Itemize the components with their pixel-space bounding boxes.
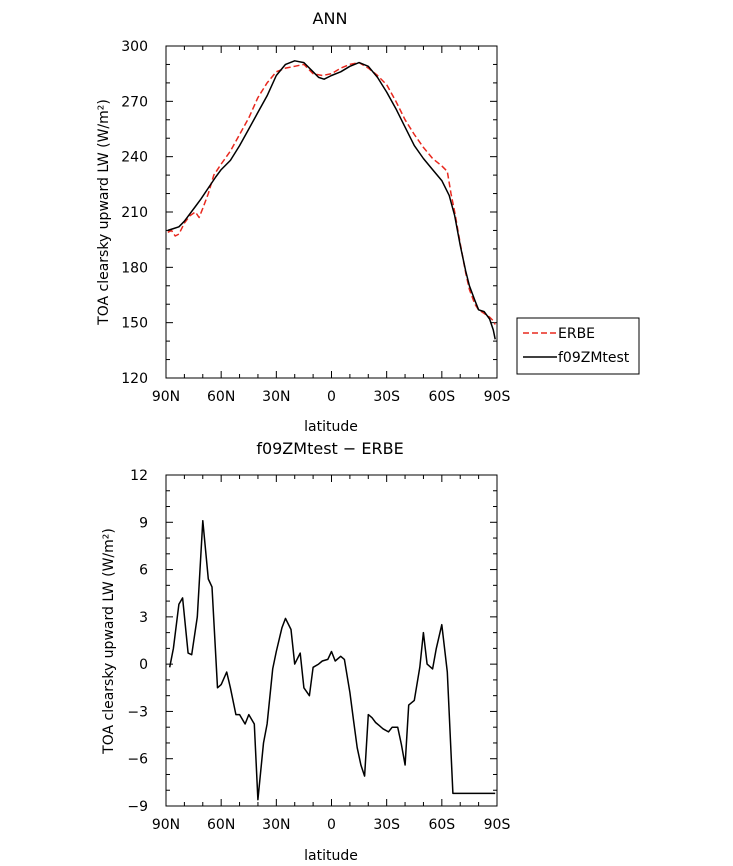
bottom-series [168, 519, 496, 801]
top-x-tick-labels: 90N 60N 30N 0 30S 60S 90S [152, 389, 511, 405]
bottom-x-tick-label: 30S [373, 817, 400, 833]
top-y-tick-label: 120 [121, 371, 148, 387]
top-y-tick-label: 210 [121, 205, 148, 221]
top-x-tick-label: 30S [373, 389, 400, 405]
top-title: ANN [313, 9, 348, 28]
bottom-panel: f09ZMtest − ERBE 90N 60N 30N 0 30S 60S 90S −9−… [101, 439, 510, 864]
top-plot-frame [165, 45, 498, 379]
bottom-x-tick-label: 30N [262, 817, 290, 833]
bottom-y-tick-labels: −9 −6 −3 0 3 6 9 12 [127, 468, 148, 815]
bottom-series-difference-line [168, 519, 496, 801]
top-x-tick-label: 0 [327, 389, 336, 405]
bottom-plot-frame [165, 474, 498, 807]
top-x-axis-label: latitude [304, 419, 358, 435]
top-y-tick-label: 180 [121, 260, 148, 276]
bottom-y-tick-label: 3 [139, 610, 148, 626]
bottom-y-tick-label: 12 [130, 468, 148, 484]
bottom-y-tick-label: −3 [127, 704, 148, 720]
top-series [167, 60, 496, 340]
top-x-tick-label: 60N [207, 389, 235, 405]
legend: ERBE f09ZMtest [516, 317, 640, 375]
bottom-x-tick-label: 90N [152, 817, 180, 833]
top-y-tick-label: 150 [121, 316, 148, 332]
top-ticks [165, 45, 498, 379]
top-x-tick-label: 90N [152, 389, 180, 405]
bottom-x-tick-label: 60N [207, 817, 235, 833]
bottom-y-axis-label: TOA clearsky upward LW (W/m²) [101, 528, 117, 755]
bottom-x-tick-label: 90S [484, 817, 511, 833]
bottom-x-tick-labels: 90N 60N 30N 0 30S 60S 90S [152, 817, 511, 833]
legend-model-label: f09ZMtest [558, 350, 630, 366]
top-y-tick-label: 240 [121, 150, 148, 166]
bottom-y-tick-label: −6 [127, 752, 148, 768]
bottom-x-tick-label: 0 [327, 817, 336, 833]
legend-box [516, 317, 640, 375]
top-y-tick-label: 270 [121, 94, 148, 110]
top-series-erbe-line [167, 61, 496, 325]
top-x-tick-label: 30N [262, 389, 290, 405]
bottom-x-tick-label: 60S [428, 817, 455, 833]
top-y-axis-label: TOA clearsky upward LW (W/m²) [96, 99, 112, 326]
top-panel: ANN 90N 60N 30N 0 30S 60S 90S 120 150 180 210 240 2… [96, 9, 640, 435]
top-series-f09zmtest-line [167, 60, 496, 340]
legend-erbe-label: ERBE [558, 326, 595, 342]
top-y-tick-label: 300 [121, 39, 148, 55]
bottom-y-tick-label: 6 [139, 563, 148, 579]
bottom-x-axis-label: latitude [304, 848, 358, 864]
top-x-tick-label: 60S [428, 389, 455, 405]
top-y-tick-labels: 120 150 180 210 240 270 300 [121, 39, 148, 387]
bottom-title: f09ZMtest − ERBE [256, 439, 403, 458]
bottom-y-tick-label: −9 [127, 799, 148, 815]
top-x-tick-label: 90S [484, 389, 511, 405]
bottom-y-tick-label: 9 [139, 515, 148, 531]
bottom-y-tick-label: 0 [139, 657, 148, 673]
